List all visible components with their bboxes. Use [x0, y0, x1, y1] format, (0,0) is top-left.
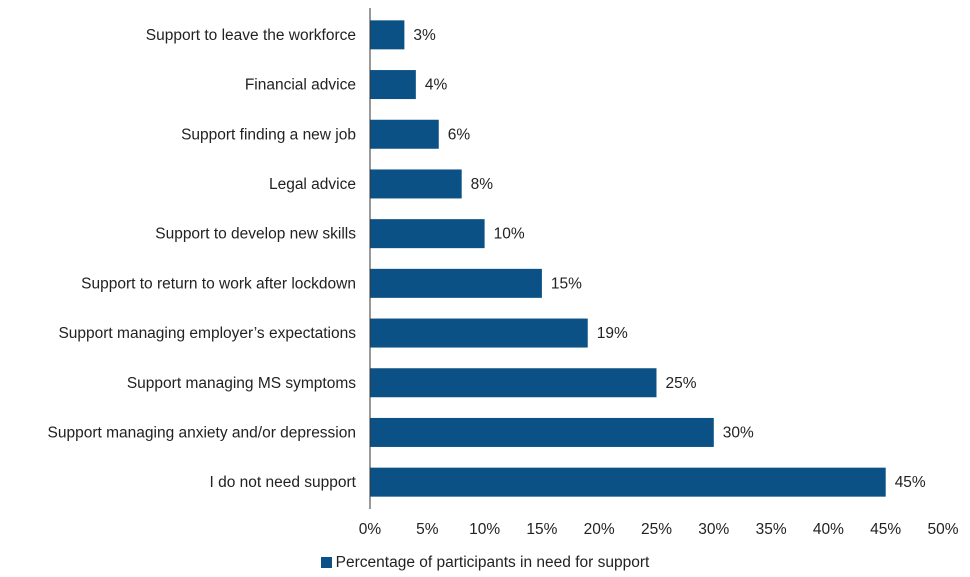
- x-tick-label: 30%: [698, 521, 729, 538]
- bar: [370, 119, 439, 149]
- bar: [370, 417, 714, 447]
- bars-layer: Support to leave the workforce 3% Financia…: [48, 20, 959, 538]
- category-label: Support managing employer’s expectations: [58, 325, 356, 342]
- bar: [370, 20, 405, 50]
- category-label: Financial advice: [245, 77, 356, 94]
- legend-label: Percentage of participants in need for s…: [335, 554, 650, 571]
- x-tick-label: 40%: [813, 521, 844, 538]
- category-label: Legal advice: [269, 176, 356, 193]
- bar: [370, 219, 485, 249]
- value-label: 45%: [895, 474, 926, 491]
- bar: [370, 467, 886, 497]
- x-tick-label: 35%: [756, 521, 787, 538]
- value-label: 15%: [551, 275, 582, 292]
- category-label: Support managing anxiety and/or depressi…: [48, 424, 356, 441]
- legend-swatch: [320, 557, 332, 568]
- value-label: 25%: [666, 375, 697, 392]
- value-label: 19%: [597, 325, 628, 342]
- x-tick-label: 0%: [359, 521, 382, 538]
- x-tick-label: 10%: [469, 521, 500, 538]
- x-tick-label: 20%: [584, 521, 615, 538]
- category-label: Support to develop new skills: [155, 226, 356, 243]
- x-tick-label: 50%: [927, 521, 958, 538]
- category-label: Support to return to work after lockdown: [81, 275, 356, 292]
- value-label: 30%: [723, 424, 754, 441]
- value-label: 8%: [471, 176, 494, 193]
- x-tick-label: 15%: [526, 521, 557, 538]
- bar: [370, 268, 542, 298]
- category-label: Support finding a new job: [181, 126, 356, 143]
- bar: [370, 318, 588, 348]
- bar: [370, 169, 462, 199]
- value-label: 6%: [448, 126, 471, 143]
- x-tick-label: 5%: [416, 521, 439, 538]
- x-tick-label: 25%: [641, 521, 672, 538]
- value-label: 4%: [425, 77, 448, 94]
- category-label: Support to leave the workforce: [146, 27, 356, 44]
- category-label: I do not need support: [209, 474, 356, 491]
- legend: Percentage of participants in need for s…: [0, 554, 970, 572]
- value-label: 10%: [494, 226, 525, 243]
- bar: [370, 70, 416, 100]
- value-label: 3%: [413, 27, 436, 44]
- bar: [370, 368, 657, 398]
- category-label: Support managing MS symptoms: [127, 375, 356, 392]
- x-tick-label: 45%: [870, 521, 901, 538]
